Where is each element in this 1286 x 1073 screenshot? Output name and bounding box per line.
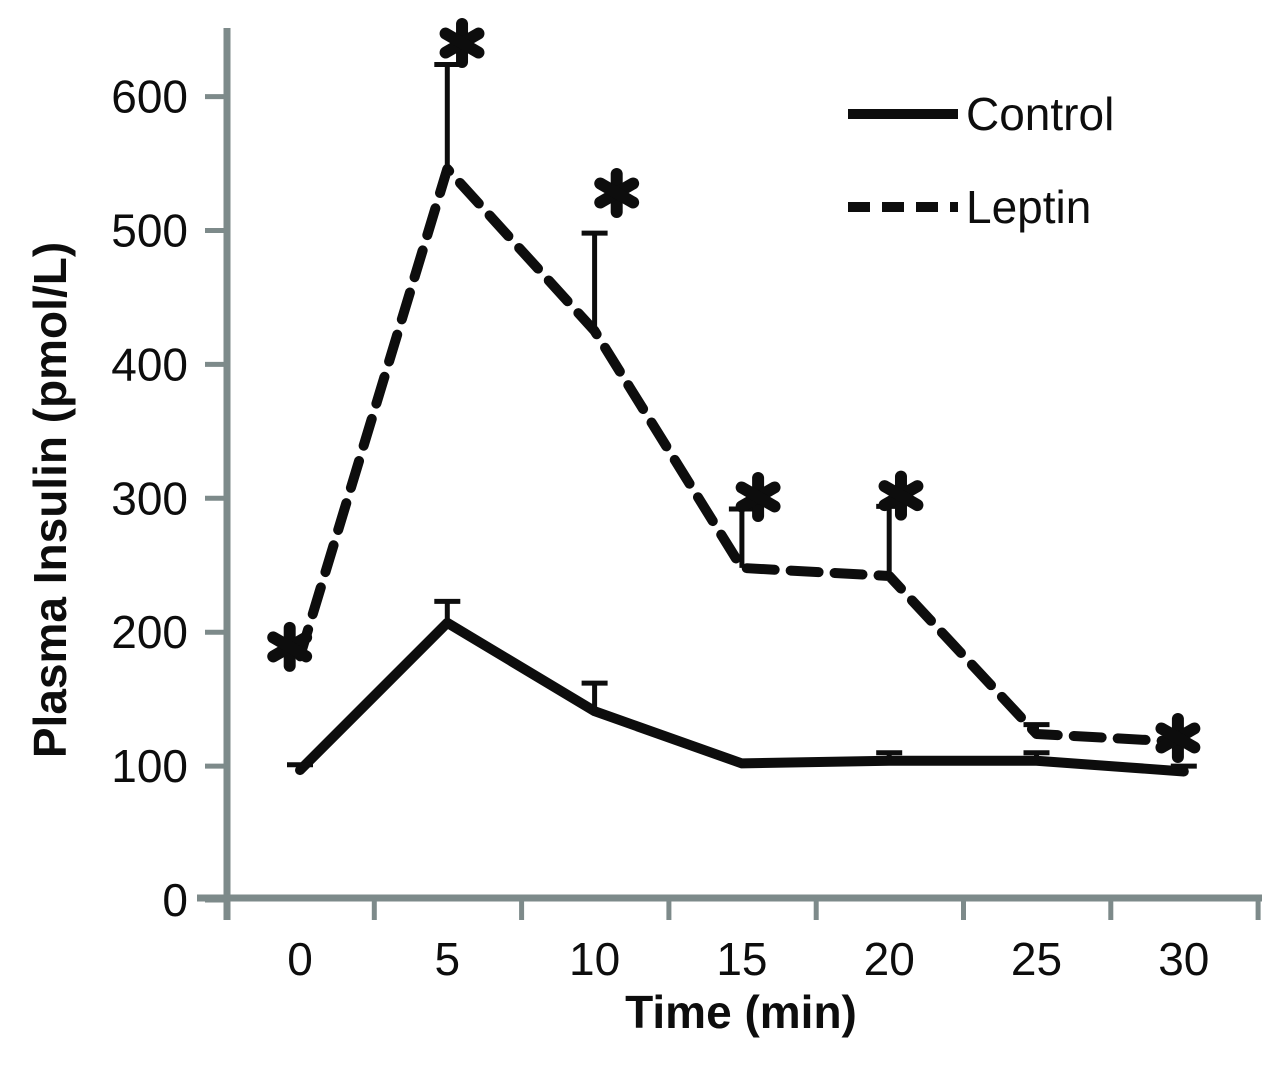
x-tick-label: 10 [569,933,620,985]
y-axis-title: Plasma Insulin (pmol/L) [24,241,76,759]
control-line-sample [848,109,958,119]
legend-item-control: Control [848,89,1114,139]
legend-label-control: Control [966,88,1115,140]
significance-asterisk [594,177,640,209]
significance-asterisk [735,481,781,513]
significance-asterisk [1155,722,1201,754]
legend-label-leptin: Leptin [966,181,1092,233]
x-axis-title: Time (min) [625,986,857,1038]
legend: Control Leptin [848,89,1114,232]
y-tick-label: 100 [111,740,188,792]
y-tick-label: 500 [111,205,188,257]
y-tick-label: 300 [111,472,188,524]
significance-asterisk [439,27,485,59]
control-series-line [295,617,1189,777]
y-tick-label: 400 [111,338,188,390]
x-tick-label: 30 [1158,933,1209,985]
y-tick-label: 0 [162,874,188,926]
x-tick-label: 5 [435,933,461,985]
x-tick-label: 20 [864,933,915,985]
significance-asterisk [878,480,924,512]
y-tick-label: 600 [111,71,188,123]
leptin-line-sample [848,202,958,212]
x-tick-label: 0 [287,933,313,985]
legend-item-leptin: Leptin [848,182,1114,232]
leptin-series-line [295,163,1189,747]
x-tick-label: 25 [1011,933,1062,985]
significance-asterisk [267,631,313,663]
y-tick-label: 200 [111,606,188,658]
x-tick-label: 15 [716,933,767,985]
